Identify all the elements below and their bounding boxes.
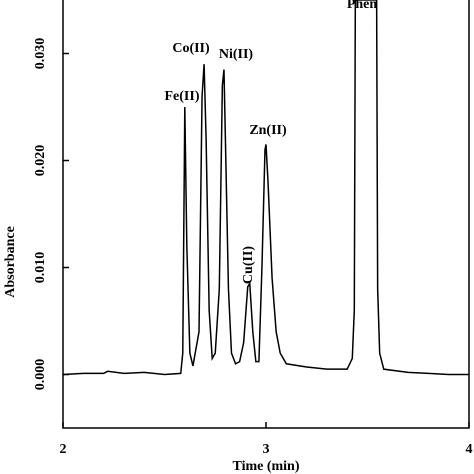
axes-frame: [62, 0, 470, 429]
peak-label: Fe(II): [165, 89, 200, 104]
peak-label: Ni(II): [219, 47, 254, 62]
x-tick-label: 2: [60, 442, 67, 457]
x-tick-label: 3: [263, 442, 270, 457]
y-tick-label: 0.030: [33, 38, 48, 70]
x-tick-label: 4: [466, 442, 473, 457]
x-axis-label: Time (min): [232, 459, 299, 474]
chromatogram-line: [62, 0, 469, 376]
peak-label: Cu(II): [241, 246, 256, 284]
y-tick-label: 0.020: [33, 145, 48, 177]
peak-label: Phen: [347, 0, 378, 12]
y-tick-label: 0.000: [33, 359, 48, 391]
peak-label: Co(II): [172, 41, 210, 56]
peak-label: Zn(II): [249, 123, 287, 138]
y-axis-label: Absorbance: [3, 226, 18, 298]
y-tick-label: 0.010: [33, 252, 48, 284]
